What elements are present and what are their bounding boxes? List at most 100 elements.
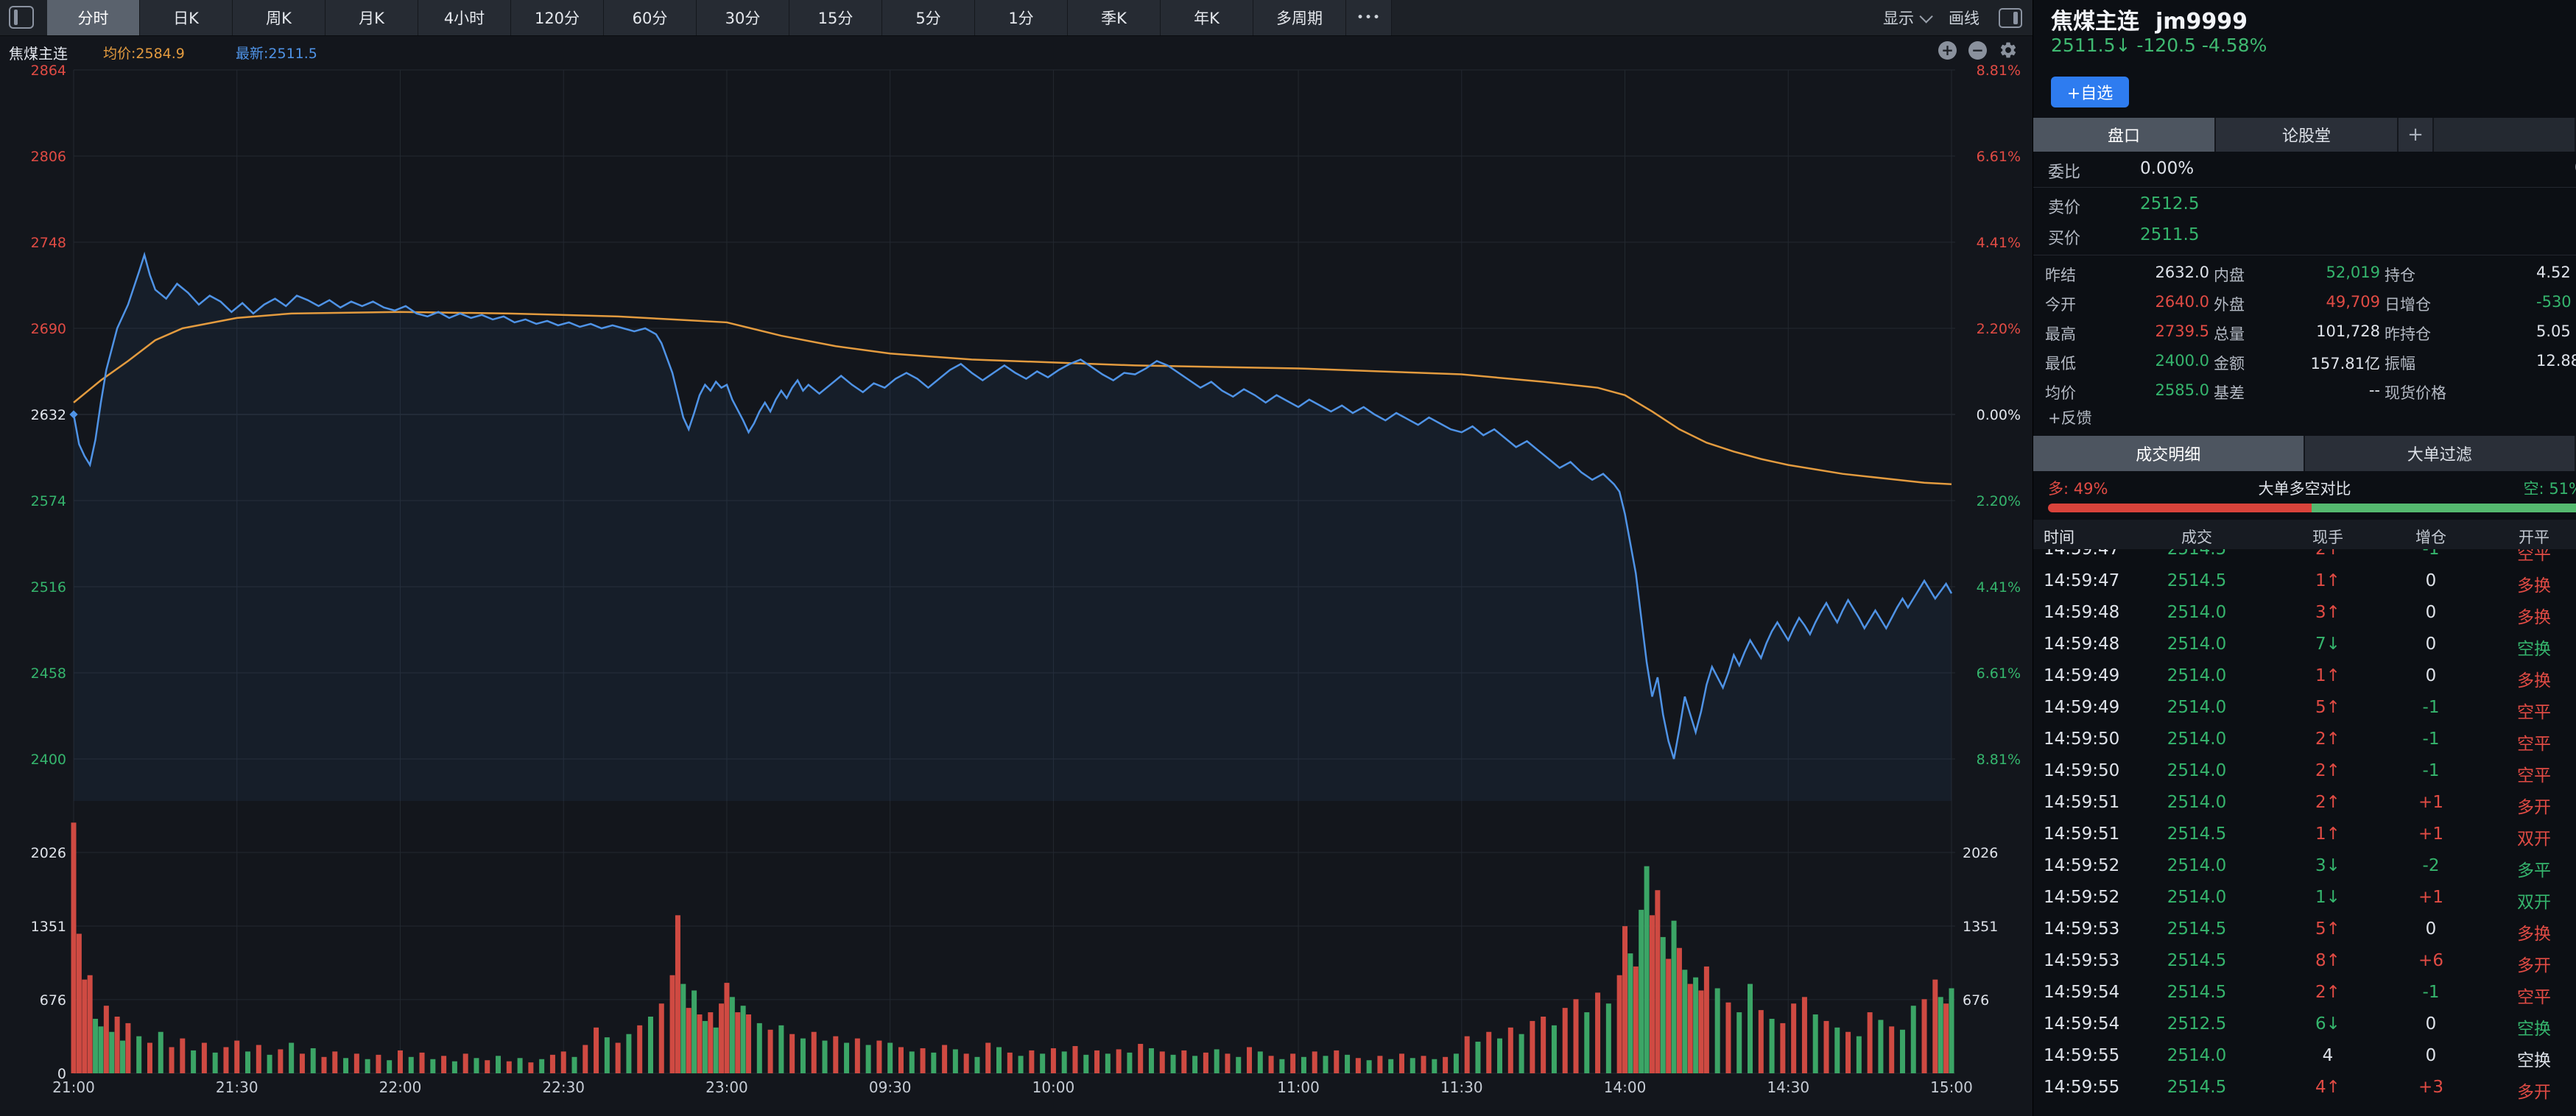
price-axis-label: 2632 [31, 407, 66, 423]
trade-cell: 多开 [2517, 956, 2551, 975]
volume-bar [1443, 1056, 1449, 1073]
short-bar-segment [2311, 504, 2576, 512]
trade-row[interactable]: 14:59:49 2514.0 5↑ -1 空平 [2033, 692, 2576, 724]
gear-icon[interactable] [1999, 40, 2018, 60]
period-tab-多周期[interactable]: 多周期 [1253, 0, 1346, 35]
intraday-chart[interactable]: 2864 2806 2748 2690 2632 2574 2516 2458 2400 8.81… [0, 63, 2033, 1097]
period-tab-季K[interactable]: 季K [1068, 0, 1161, 35]
trade-cell: 5↑ [2315, 919, 2340, 939]
trade-cell: 2514.0 [2167, 635, 2227, 654]
volume-bar [93, 1018, 99, 1073]
volume-bar [1878, 1020, 1884, 1073]
trade-cell: 空平 [2517, 735, 2551, 754]
volume-bar [647, 1017, 653, 1073]
detail-tab-成交明细[interactable]: 成交明细 [2033, 436, 2305, 471]
trade-cell: 14:59:48 [2044, 635, 2120, 654]
trade-row[interactable]: 14:59:50 2514.0 2↑ -1 空平 [2033, 755, 2576, 787]
volume-bar [1812, 1014, 1818, 1073]
period-tab-分时[interactable]: 分时 [47, 0, 140, 35]
panel-layout-icon[interactable] [1999, 7, 2022, 28]
trade-cell: 2↑ [2315, 549, 2340, 559]
sidebar-toggle-icon[interactable] [9, 6, 34, 29]
stat-value: 52,019 [2326, 264, 2380, 281]
trade-cell: 14:59:48 [2044, 603, 2120, 622]
trade-cell: 1↑ [2315, 571, 2340, 590]
trade-row[interactable]: 14:59:55 2514.5 4↑ +3 多开 [2033, 1072, 2576, 1103]
period-tab-日K[interactable]: 日K [140, 0, 233, 35]
volume-bar [1627, 953, 1633, 1073]
trade-row[interactable]: 14:59:53 2514.5 8↑ +6 多开 [2033, 945, 2576, 977]
volume-bar [1061, 1051, 1067, 1073]
pct-axis-label: 0.00% [1977, 407, 2021, 423]
trade-row[interactable]: 14:59:49 2514.0 1↑ 0 多换 [2033, 660, 2576, 692]
volume-bar [1138, 1044, 1144, 1073]
volume-axis-label: 1351 [31, 919, 66, 935]
trade-row[interactable]: 14:59:52 2514.0 3↓ -2 多平 [2033, 850, 2576, 882]
panel-tab-盘口[interactable]: 盘口 [2033, 118, 2216, 152]
stats-row: 最高 2739.5 总量 101,728 昨持仓 5.05 [2033, 318, 2576, 347]
add-watchlist-button[interactable]: +自选 [2051, 77, 2129, 107]
volume-bar [1671, 920, 1677, 1073]
volume-bar [87, 975, 93, 1073]
trade-row[interactable]: 14:59:52 2514.0 1↓ +1 双开 [2033, 882, 2576, 914]
volume-bar [1856, 1036, 1862, 1073]
period-tab-30分[interactable]: 30分 [697, 0, 789, 35]
period-tab-1分[interactable]: 1分 [975, 0, 1068, 35]
trade-cell: 3↓ [2315, 856, 2340, 875]
period-tab-周K[interactable]: 周K [233, 0, 325, 35]
volume-bar [1530, 1020, 1535, 1073]
volume-bar [1279, 1059, 1285, 1073]
draw-line-button[interactable]: 画线 [1949, 7, 1979, 29]
trade-row[interactable]: 14:59:54 2514.5 2↑ -1 空平 [2033, 977, 2576, 1009]
trade-row[interactable]: 14:59:53 2514.5 5↑ 0 多换 [2033, 914, 2576, 945]
weibi-label: 委比 [2048, 163, 2081, 182]
panel-tab-add[interactable]: + [2399, 118, 2434, 152]
trade-row[interactable]: 14:59:55 2514.0 4 0 空换 [2033, 1040, 2576, 1072]
trade-row[interactable]: 14:59:47 2514.5 2↑ -1 空平 [2033, 549, 2576, 565]
period-tab-5分[interactable]: 5分 [882, 0, 975, 35]
trade-row[interactable]: 14:59:54 2512.5 6↓ 0 空换 [2033, 1009, 2576, 1040]
trade-row[interactable]: 14:59:50 2514.0 2↑ -1 空平 [2033, 724, 2576, 755]
volume-bar [876, 1040, 882, 1073]
period-tab-60分[interactable]: 60分 [604, 0, 697, 35]
pct-axis-label: 8.81% [1977, 752, 2021, 768]
zoom-out-icon[interactable]: − [1968, 40, 1987, 60]
symbol-code: jm9999 [2156, 9, 2248, 35]
quote-panel: 焦煤主连 jm9999 2511.5↓ -120.5 -4.58% +自选 盘口论… [2033, 0, 2576, 1116]
trade-row[interactable]: 14:59:51 2514.5 1↑ +1 双开 [2033, 819, 2576, 850]
volume-bar [136, 1036, 142, 1073]
trade-row[interactable]: 14:59:47 2514.5 1↑ 0 多换 [2033, 565, 2576, 597]
stats-row: 今开 2640.0 外盘 49,709 日增仓 -530 [2033, 289, 2576, 318]
stats-row: 昨结 2632.0 内盘 52,019 持仓 4.52 [2033, 259, 2576, 289]
volume-bar [256, 1045, 261, 1073]
trade-row[interactable]: 14:59:51 2514.0 2↑ +1 多开 [2033, 787, 2576, 819]
period-tab-4小时[interactable]: 4小时 [418, 0, 511, 35]
trade-row[interactable]: 14:59:48 2514.0 7↓ 0 空换 [2033, 629, 2576, 660]
trade-row[interactable]: 14:59:48 2514.0 3↑ 0 多换 [2033, 597, 2576, 629]
time-axis-label: 09:30 [869, 1078, 912, 1096]
volume-bar [1236, 1056, 1242, 1073]
detail-tab-大单过滤[interactable]: 大单过滤 [2304, 436, 2576, 471]
period-tab-月K[interactable]: 月K [325, 0, 418, 35]
display-menu[interactable]: 显示 [1883, 7, 1933, 29]
trade-cell: 2514.0 [2167, 698, 2227, 717]
stat-value: 157.81亿 [2310, 355, 2380, 372]
trade-cell: 双开 [2517, 893, 2551, 912]
zoom-in-icon[interactable]: + [1938, 40, 1957, 60]
period-tab-15分[interactable]: 15分 [789, 0, 882, 35]
panel-tab-论股堂[interactable]: 论股堂 [2216, 118, 2399, 152]
draw-line-label: 画线 [1949, 10, 1979, 27]
period-tab-•••[interactable]: ••• [1346, 0, 1392, 35]
volume-bar [1410, 1058, 1415, 1073]
chart-canvas[interactable]: 2864 2806 2748 2690 2632 2574 2516 2458 2400 8.81… [0, 63, 2033, 1097]
volume-bar [1834, 1027, 1840, 1073]
period-tab-120分[interactable]: 120分 [511, 0, 604, 35]
volume-bar [594, 1027, 599, 1073]
trade-cell: 14:59:54 [2044, 983, 2120, 1002]
volume-bar [1159, 1051, 1165, 1073]
trades-list[interactable]: 14:59:47 2514.5 2↑ -1 空平 14:59:47 2514.5 1↑ 0 多换 1… [2033, 549, 2576, 1116]
period-tab-年K[interactable]: 年K [1161, 0, 1253, 35]
volume-bar [719, 1003, 725, 1073]
feedback-link[interactable]: +反馈 [2048, 409, 2092, 427]
